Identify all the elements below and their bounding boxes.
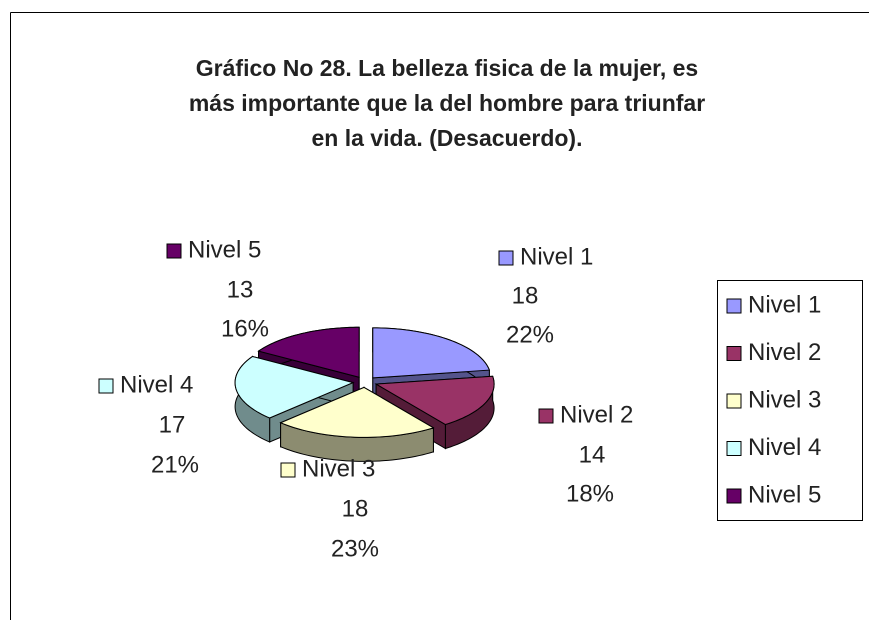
data-label-name: Nivel 1 [520, 243, 593, 270]
legend-swatch [726, 441, 742, 456]
label-swatch [280, 462, 296, 478]
chart-title: más importante que la del hombre para tr… [189, 90, 705, 116]
legend-label: Nivel 3 [748, 386, 821, 413]
data-label-value: 17 [159, 411, 186, 438]
data-label-percent: 16% [221, 315, 269, 342]
legend-label: Nivel 1 [748, 291, 821, 318]
slice [372, 327, 491, 379]
legend-box [717, 280, 863, 521]
label-swatch [98, 378, 114, 394]
legend-swatch [726, 346, 742, 361]
data-label-percent: 22% [506, 321, 554, 348]
legend-label: Nivel 5 [748, 481, 821, 508]
label-swatch [538, 408, 554, 424]
chart-title: en la vida. (Desacuerdo). [312, 125, 583, 151]
slice [279, 386, 435, 462]
data-label-name: Nivel 5 [188, 236, 261, 263]
legend-swatch [726, 393, 742, 409]
legend-swatch [726, 488, 742, 504]
data-label-name: Nivel 2 [560, 401, 633, 428]
data-label-percent: 18% [566, 480, 614, 507]
legend-swatch [726, 298, 742, 314]
slice [374, 375, 495, 426]
data-label-value: 18 [342, 495, 369, 522]
legend-label: Nivel 2 [748, 339, 821, 366]
chart-title: Gráfico No 28. La belleza fisica de la m… [196, 55, 698, 81]
label-swatch [498, 250, 514, 266]
data-label-percent: 23% [331, 535, 379, 562]
slice [234, 355, 355, 419]
slice [279, 386, 435, 438]
data-label-name: Nivel 3 [302, 455, 375, 482]
data-label-percent: 21% [151, 451, 199, 478]
data-label-name: Nivel 4 [120, 371, 193, 398]
legend-label: Nivel 4 [748, 434, 821, 461]
label-swatch [166, 243, 182, 259]
data-label-value: 13 [227, 276, 254, 303]
data-label-value: 14 [579, 441, 606, 468]
data-label-value: 18 [512, 282, 539, 309]
slice [257, 326, 360, 378]
